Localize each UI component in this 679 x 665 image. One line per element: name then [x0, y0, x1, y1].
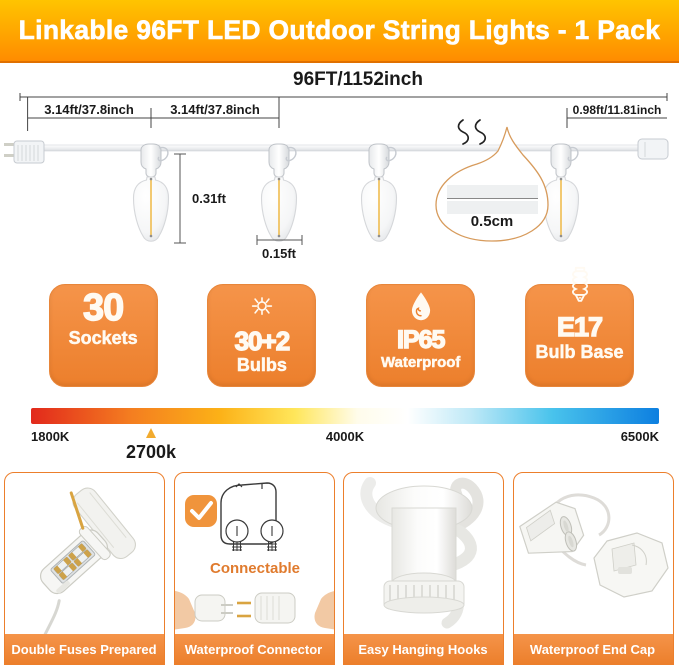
- svg-text:0.98ft/11.81inch: 0.98ft/11.81inch: [573, 103, 662, 117]
- svg-text:0.5cm: 0.5cm: [471, 213, 514, 230]
- svg-text:3.14ft/37.8inch: 3.14ft/37.8inch: [44, 102, 134, 117]
- svg-text:0.31ft: 0.31ft: [192, 191, 227, 206]
- svg-text:3.14ft/37.8inch: 3.14ft/37.8inch: [170, 102, 260, 117]
- svg-text:6500K: 6500K: [621, 429, 660, 444]
- svg-text:96FT/1152inch: 96FT/1152inch: [293, 69, 423, 90]
- svg-text:2700k: 2700k: [126, 442, 177, 462]
- svg-text:0.15ft: 0.15ft: [262, 246, 297, 261]
- svg-text:4000K: 4000K: [326, 429, 365, 444]
- svg-text:Connectable: Connectable: [209, 560, 299, 577]
- svg-text:1800K: 1800K: [31, 429, 70, 444]
